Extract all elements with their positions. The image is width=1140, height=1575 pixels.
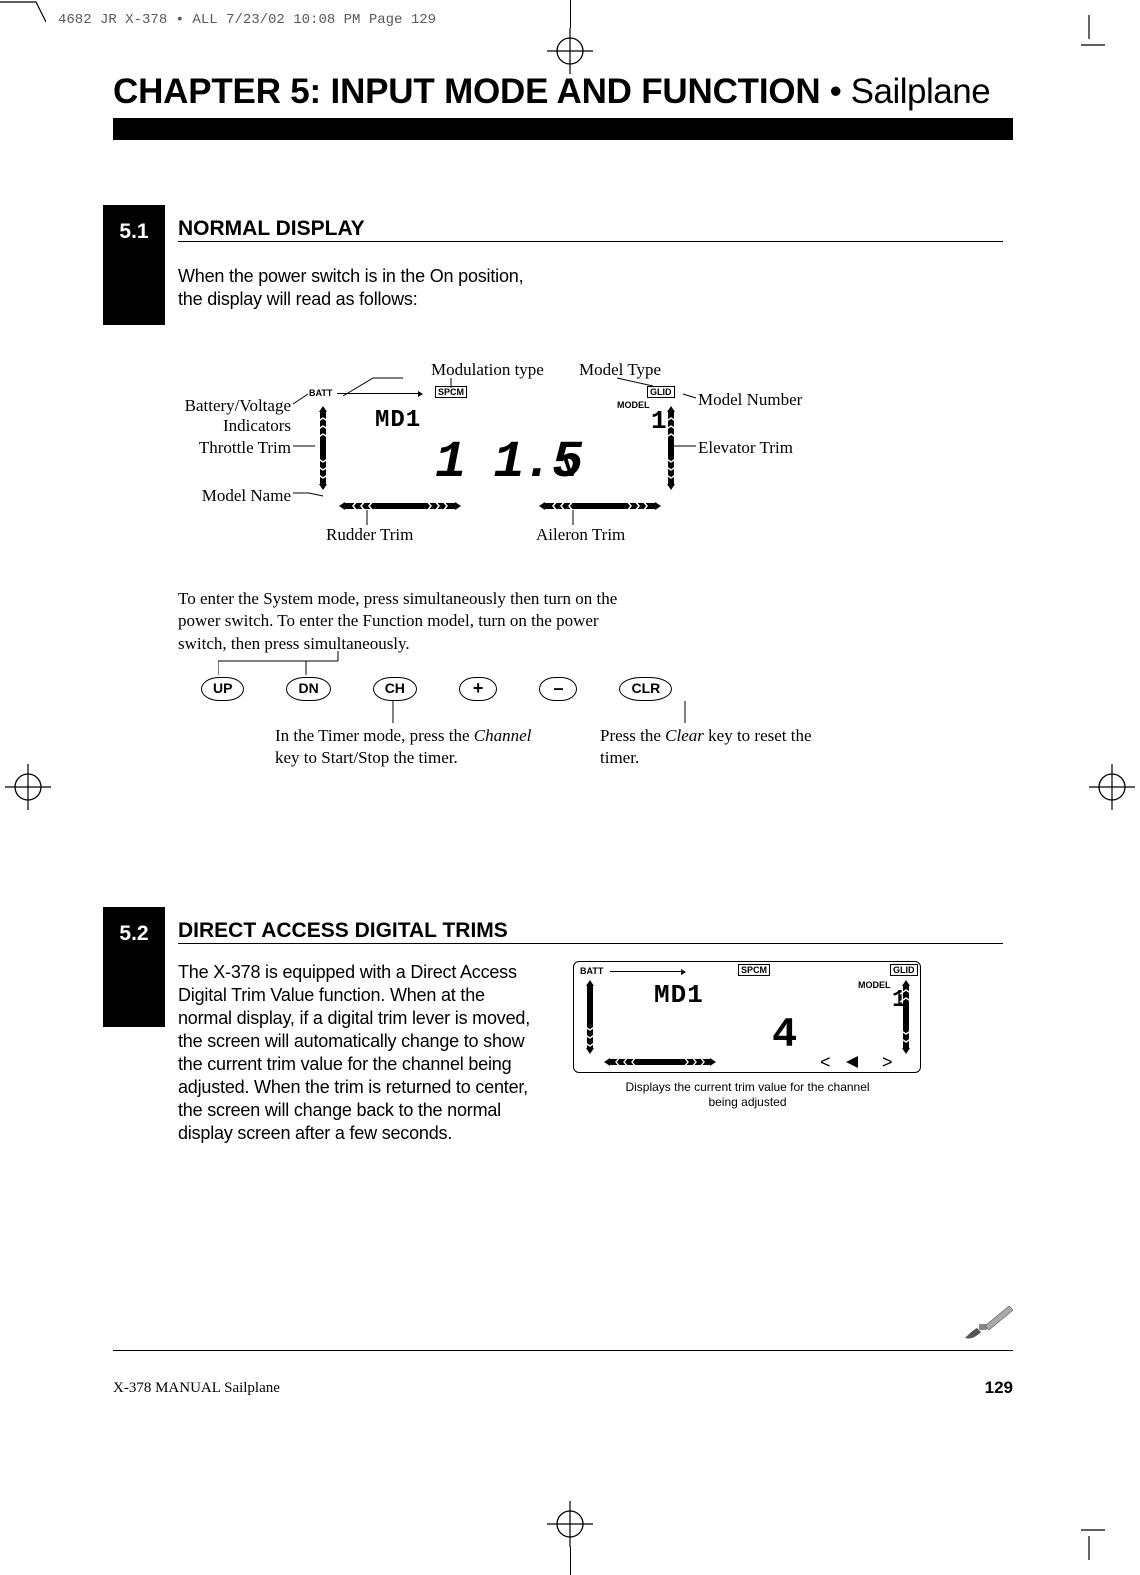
- chapter-title: CHAPTER 5: INPUT MODE AND FUNCTION • Sai…: [113, 72, 1013, 112]
- svg-text:>: >: [882, 1052, 893, 1072]
- content: CHAPTER 5: INPUT MODE AND FUNCTION • Sai…: [113, 72, 1013, 140]
- lcd-trim: BATT SPCM GLID MODEL MD1 1 4: [573, 961, 921, 1073]
- note-clr: Press the Clear key to reset the timer.: [600, 725, 830, 770]
- regmark-right: [1089, 764, 1135, 810]
- key-clr: CLR: [619, 677, 672, 701]
- callout-lines: [113, 360, 833, 560]
- keys-row: UP DN CH + – CLR: [201, 677, 672, 701]
- section-rule-5-2: [178, 943, 1003, 944]
- note-clr-em: Clear: [665, 726, 704, 745]
- chapter-bold: CHAPTER 5: INPUT MODE AND FUNCTION: [113, 72, 820, 111]
- chapter-sep: •: [820, 72, 850, 111]
- chapter-light: Sailplane: [851, 72, 991, 111]
- cropmark-br: [1071, 1526, 1105, 1560]
- key-plus: +: [459, 677, 498, 701]
- print-header: 4682 JR X-378 • ALL 7/23/02 10:08 PM Pag…: [58, 12, 436, 28]
- key-minus: –: [539, 677, 577, 701]
- key-dn: DN: [286, 677, 330, 701]
- section1-para: To enter the System mode, press simultan…: [178, 588, 618, 655]
- footer-rule: [113, 1350, 1013, 1351]
- footer-left: X-378 MANUAL Sailplane: [113, 1380, 280, 1397]
- crease-mark: [0, 0, 46, 24]
- section-rule-5-1: [178, 241, 1003, 242]
- note-clr-1: Press the: [600, 726, 665, 745]
- brush-icon: [959, 1300, 1015, 1344]
- footer-page: 129: [985, 1378, 1013, 1398]
- svg-text:<: <: [820, 1052, 831, 1072]
- diagram-normal-display: BATT SPCM GLID MODEL MD1 1 1 1.5: [113, 360, 833, 590]
- key-ch: CH: [373, 677, 417, 701]
- note-ch: In the Timer mode, press the Channel key…: [275, 725, 555, 770]
- section2-body: The X-378 is equipped with a Direct Acce…: [178, 961, 543, 1145]
- lcd2-trims: < >: [574, 962, 922, 1074]
- chapter-bar: [113, 118, 1013, 140]
- cropmark-tr: [1071, 15, 1105, 49]
- regmark-top: [547, 28, 593, 74]
- tick-top: [570, 0, 571, 28]
- note-ch-1: In the Timer mode, press the: [275, 726, 474, 745]
- key-up: UP: [201, 677, 244, 701]
- note-ch-em: Channel: [474, 726, 532, 745]
- regmark-bottom: [547, 1501, 593, 1547]
- section-title-5-2: DIRECT ACCESS DIGITAL TRIMS: [178, 919, 508, 943]
- lcd2-caption: Displays the current trim value for the …: [610, 1080, 885, 1110]
- section-number-5-1: 5.1: [103, 205, 165, 325]
- section-number-5-2: 5.2: [103, 907, 165, 1027]
- section1-intro: When the power switch is in the On posit…: [178, 265, 548, 311]
- note-ch-2: key to Start/Stop the timer.: [275, 748, 458, 767]
- page: 4682 JR X-378 • ALL 7/23/02 10:08 PM Pag…: [0, 0, 1140, 1575]
- section-title-5-1: NORMAL DISPLAY: [178, 217, 365, 241]
- regmark-left: [5, 764, 51, 810]
- tick-bottom: [570, 1547, 571, 1575]
